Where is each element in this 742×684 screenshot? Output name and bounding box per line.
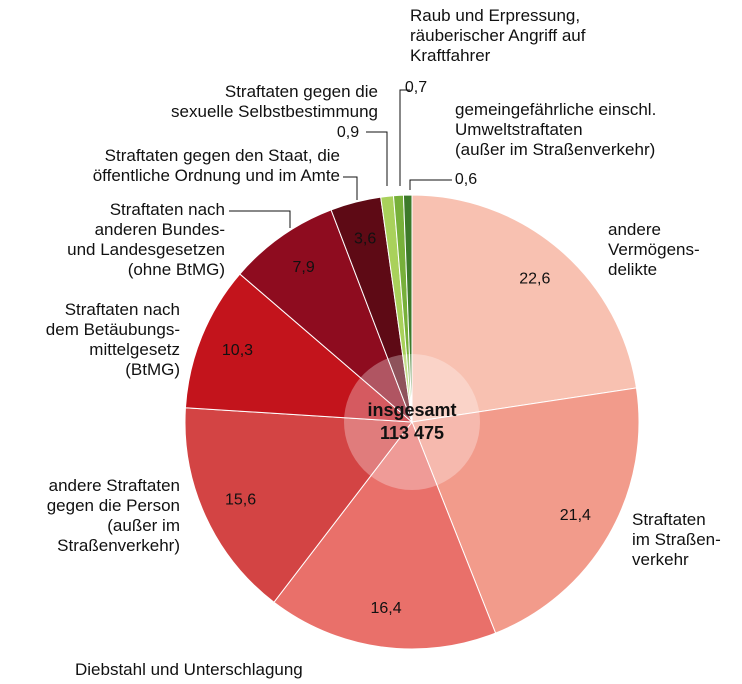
leader-line [229, 210, 291, 228]
value-label: 22,6 [519, 270, 550, 287]
pie-slice [239, 209, 413, 423]
category-label: andere Straftaten gegen die Person (auße… [46, 476, 180, 555]
pie-slice [402, 194, 413, 423]
category-label: Straftaten nach dem Betäubungs- mittelge… [45, 300, 180, 379]
category-label: Diebstahl und Unterschlagung [75, 660, 303, 679]
pie-slice [273, 420, 497, 650]
category-label: Raub und Erpressung, räuberischer Angrif… [410, 6, 586, 65]
value-label: 0,9 [337, 124, 359, 141]
value-label: 15,6 [225, 491, 256, 508]
leader-line [343, 176, 358, 200]
leader-line [366, 131, 388, 186]
value-label: 10,3 [222, 342, 253, 359]
pie-slice [184, 407, 413, 603]
value-label: 0,7 [405, 79, 427, 96]
value-label: 3,6 [354, 231, 376, 248]
leader-line [399, 89, 410, 186]
pie-slice [411, 194, 637, 423]
leader-line [409, 179, 452, 190]
category-label: Straftaten gegen die sexuelle Selbstbest… [171, 82, 378, 121]
value-label: 0,6 [455, 171, 477, 188]
center-circle [344, 354, 480, 490]
center-total: 113 475 [380, 423, 444, 443]
pie-slice [184, 273, 414, 423]
category-label: Straftaten gegen den Staat, die öffentli… [92, 146, 340, 185]
category-label: Straftaten nach anderen Bundes- und Land… [67, 200, 225, 279]
category-label: Straftaten im Straßen- verkehr [632, 510, 721, 569]
value-label: 21,4 [560, 507, 591, 524]
value-label: 16,4 [370, 600, 401, 617]
center-title: insgesamt [367, 400, 456, 420]
category-label: andere Vermögens- delikte [608, 220, 700, 279]
value-label: 7,9 [293, 259, 315, 276]
category-label: gemeingefährliche einschl. Umweltstrafta… [455, 100, 657, 159]
pie-slice [411, 387, 640, 634]
